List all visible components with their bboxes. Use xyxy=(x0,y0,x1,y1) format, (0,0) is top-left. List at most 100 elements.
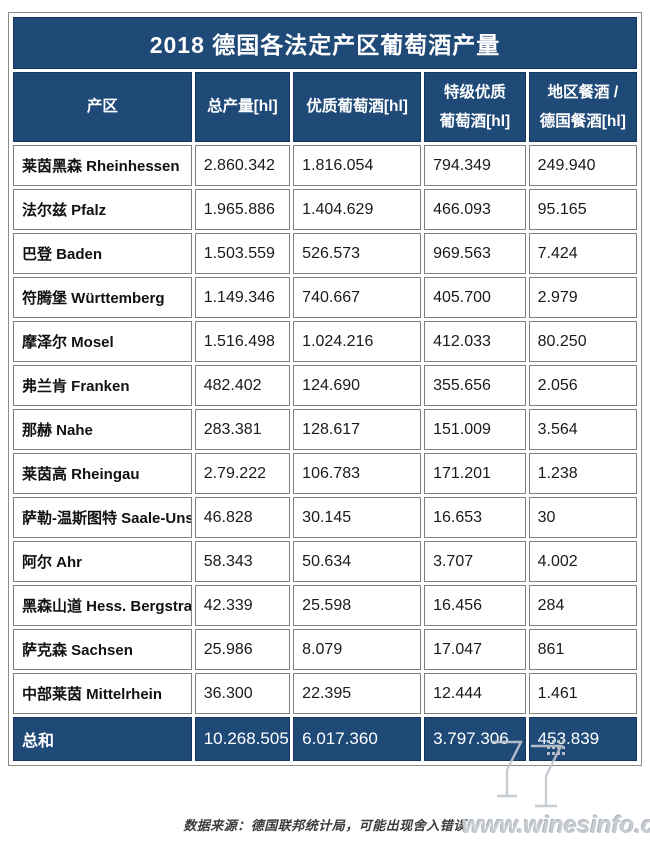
column-header-tablewine: 地区餐酒 / 德国餐酒[hl] xyxy=(528,72,637,142)
title-row: 2018 德国各法定产区葡萄酒产量 xyxy=(13,17,637,69)
table-row: 阿尔 Ahr 58.343 50.634 3.707 4.002 xyxy=(13,541,637,582)
header-row: 产区 总产量[hl] 优质葡萄酒[hl] 特级优质 葡萄酒[hl] 地区餐酒 /… xyxy=(13,72,637,142)
premium-wine-cell: 16.653 xyxy=(424,497,526,538)
region-cell: 那赫 Nahe xyxy=(13,409,192,450)
table-row: 摩泽尔 Mosel 1.516.498 1.024.216 412.033 80… xyxy=(13,321,637,362)
quality-wine-cell: 106.783 xyxy=(293,453,422,494)
region-cell: 萨克森 Sachsen xyxy=(13,629,192,670)
table-row: 萨勒-温斯图特 Saale-Unstrut 46.828 30.145 16.6… xyxy=(13,497,637,538)
quality-wine-cell: 1.816.054 xyxy=(293,145,422,186)
total-production-cell: 46.828 xyxy=(194,497,291,538)
premium-wine-cell: 412.033 xyxy=(424,321,526,362)
table-row: 黑森山道 Hess. Bergstraße 42.339 25.598 16.4… xyxy=(13,585,637,626)
wine-production-table-frame: 2018 德国各法定产区葡萄酒产量 产区 总产量[hl] 优质葡萄酒[hl] 特… xyxy=(8,12,642,766)
region-cell: 法尔兹 Pfalz xyxy=(13,189,192,230)
column-header-label-line2: 德国餐酒[hl] xyxy=(539,113,626,130)
column-header-label: 优质葡萄酒[hl] xyxy=(306,98,408,115)
column-header-quality: 优质葡萄酒[hl] xyxy=(293,72,422,142)
premium-wine-cell: 151.009 xyxy=(424,409,526,450)
column-header-total: 总产量[hl] xyxy=(194,72,291,142)
total-production-cell: 25.986 xyxy=(194,629,291,670)
column-header-region: 产区 xyxy=(13,72,192,142)
table-row: 法尔兹 Pfalz 1.965.886 1.404.629 466.093 95… xyxy=(13,189,637,230)
region-cell: 阿尔 Ahr xyxy=(13,541,192,582)
table-wine-cell: 249.940 xyxy=(528,145,637,186)
page-title: 2018 德国各法定产区葡萄酒产量 xyxy=(13,17,637,69)
total-production-cell: 2.79.222 xyxy=(194,453,291,494)
quality-wine-cell: 25.598 xyxy=(293,585,422,626)
premium-wine-cell: 12.444 xyxy=(424,673,526,714)
quality-wine-cell: 1.404.629 xyxy=(293,189,422,230)
column-header-label-line1: 特级优质 xyxy=(443,83,506,101)
table-wine-cell: 1.238 xyxy=(528,453,637,494)
total-quality-cell: 6.017.360 xyxy=(293,717,422,761)
premium-wine-cell: 17.047 xyxy=(424,629,526,670)
table-wine-cell: 30 xyxy=(528,497,637,538)
total-production-cell: 482.402 xyxy=(194,365,291,406)
column-header-label-line2: 葡萄酒[hl] xyxy=(439,113,511,130)
total-sum-cell: 10.268.505 xyxy=(194,717,291,761)
premium-wine-cell: 171.201 xyxy=(424,453,526,494)
quality-wine-cell: 1.024.216 xyxy=(293,321,422,362)
premium-wine-cell: 794.349 xyxy=(424,145,526,186)
total-production-cell: 2.860.342 xyxy=(194,145,291,186)
quality-wine-cell: 526.573 xyxy=(293,233,422,274)
column-header-premium: 特级优质 葡萄酒[hl] xyxy=(424,72,526,142)
total-production-cell: 1.503.559 xyxy=(194,233,291,274)
quality-wine-cell: 30.145 xyxy=(293,497,422,538)
table-wine-cell: 2.979 xyxy=(528,277,637,318)
total-production-cell: 1.965.886 xyxy=(194,189,291,230)
total-production-cell: 42.339 xyxy=(194,585,291,626)
table-row: 莱茵黑森 Rheinhessen 2.860.342 1.816.054 794… xyxy=(13,145,637,186)
table-wine-cell: 4.002 xyxy=(528,541,637,582)
premium-wine-cell: 405.700 xyxy=(424,277,526,318)
premium-wine-cell: 466.093 xyxy=(424,189,526,230)
premium-wine-cell: 355.656 xyxy=(424,365,526,406)
region-cell: 莱茵黑森 Rheinhessen xyxy=(13,145,192,186)
table-row: 符腾堡 Württemberg 1.149.346 740.667 405.70… xyxy=(13,277,637,318)
total-production-cell: 1.149.346 xyxy=(194,277,291,318)
region-cell: 莱茵高 Rheingau xyxy=(13,453,192,494)
quality-wine-cell: 124.690 xyxy=(293,365,422,406)
region-cell: 符腾堡 Württemberg xyxy=(13,277,192,318)
table-wine-cell: 95.165 xyxy=(528,189,637,230)
quality-wine-cell: 50.634 xyxy=(293,541,422,582)
table-row: 巴登 Baden 1.503.559 526.573 969.563 7.424 xyxy=(13,233,637,274)
quality-wine-cell: 22.395 xyxy=(293,673,422,714)
region-cell: 弗兰肯 Franken xyxy=(13,365,192,406)
quality-wine-cell: 740.667 xyxy=(293,277,422,318)
total-production-cell: 58.343 xyxy=(194,541,291,582)
total-premium-cell: 3.797.306 xyxy=(424,717,526,761)
premium-wine-cell: 16.456 xyxy=(424,585,526,626)
column-header-label: 产区 xyxy=(86,98,118,115)
quality-wine-cell: 8.079 xyxy=(293,629,422,670)
column-header-label: 总产量[hl] xyxy=(207,98,278,115)
region-cell: 摩泽尔 Mosel xyxy=(13,321,192,362)
table-wine-cell: 7.424 xyxy=(528,233,637,274)
table-row: 中部莱茵 Mittelrhein 36.300 22.395 12.444 1.… xyxy=(13,673,637,714)
premium-wine-cell: 969.563 xyxy=(424,233,526,274)
table-row: 那赫 Nahe 283.381 128.617 151.009 3.564 xyxy=(13,409,637,450)
region-cell: 黑森山道 Hess. Bergstraße xyxy=(13,585,192,626)
quality-wine-cell: 128.617 xyxy=(293,409,422,450)
total-tablewine-cell: 453.839 xyxy=(528,717,637,761)
region-cell: 中部莱茵 Mittelrhein xyxy=(13,673,192,714)
column-header-label-line1: 地区餐酒 / xyxy=(547,83,619,101)
total-row: 总和 10.268.505 6.017.360 3.797.306 453.83… xyxy=(13,717,637,761)
premium-wine-cell: 3.707 xyxy=(424,541,526,582)
table-wine-cell: 80.250 xyxy=(528,321,637,362)
total-label-cell: 总和 xyxy=(13,717,192,761)
website-watermark: www.winesinfo.com xyxy=(462,812,650,839)
total-production-cell: 283.381 xyxy=(194,409,291,450)
table-wine-cell: 3.564 xyxy=(528,409,637,450)
table-row: 弗兰肯 Franken 482.402 124.690 355.656 2.05… xyxy=(13,365,637,406)
table-wine-cell: 2.056 xyxy=(528,365,637,406)
table-wine-cell: 284 xyxy=(528,585,637,626)
total-production-cell: 1.516.498 xyxy=(194,321,291,362)
total-production-cell: 36.300 xyxy=(194,673,291,714)
table-row: 莱茵高 Rheingau 2.79.222 106.783 171.201 1.… xyxy=(13,453,637,494)
region-cell: 巴登 Baden xyxy=(13,233,192,274)
table-wine-cell: 1.461 xyxy=(528,673,637,714)
data-source-note: 数据来源：德国联邦统计局，可能出现舍入错误 xyxy=(183,818,467,833)
wine-production-table: 2018 德国各法定产区葡萄酒产量 产区 总产量[hl] 优质葡萄酒[hl] 特… xyxy=(10,14,640,764)
